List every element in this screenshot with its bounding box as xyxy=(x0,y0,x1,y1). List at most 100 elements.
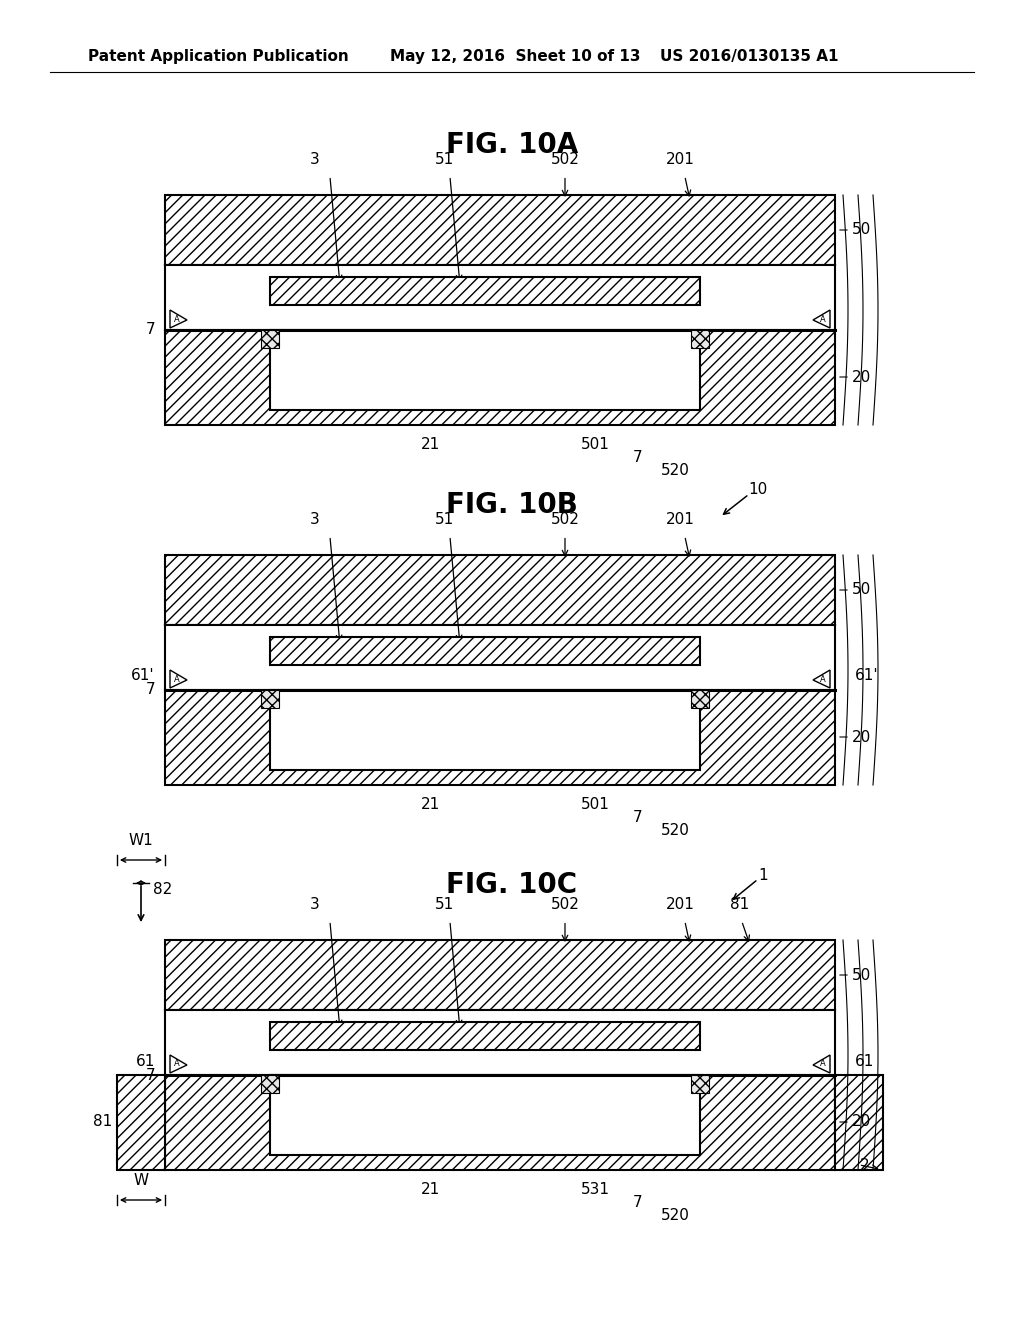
Text: A: A xyxy=(174,314,180,323)
Text: 82: 82 xyxy=(153,883,172,898)
Bar xyxy=(270,277,700,305)
Text: 501: 501 xyxy=(581,437,609,451)
Text: 21: 21 xyxy=(421,797,439,812)
Text: FIG. 10A: FIG. 10A xyxy=(445,131,579,158)
Text: 2: 2 xyxy=(860,1158,869,1172)
Text: 501: 501 xyxy=(581,797,609,812)
Text: 502: 502 xyxy=(551,898,580,912)
Text: 3: 3 xyxy=(310,152,319,168)
Bar xyxy=(691,330,709,348)
Text: W1: W1 xyxy=(129,833,154,847)
Text: A: A xyxy=(820,1060,826,1068)
Bar xyxy=(691,330,709,348)
Bar xyxy=(165,690,835,785)
Text: 50: 50 xyxy=(852,582,871,598)
Bar xyxy=(165,195,835,265)
Bar xyxy=(835,1074,883,1170)
Polygon shape xyxy=(813,671,830,688)
Bar xyxy=(165,330,835,425)
Text: 51: 51 xyxy=(435,898,455,912)
Text: 201: 201 xyxy=(666,152,694,168)
Bar xyxy=(261,1074,279,1093)
Bar xyxy=(835,1074,883,1170)
Bar xyxy=(270,638,700,665)
Bar xyxy=(165,1010,835,1074)
Text: 20: 20 xyxy=(852,730,871,744)
Bar xyxy=(165,1074,835,1170)
Text: A: A xyxy=(820,675,826,684)
Text: 81: 81 xyxy=(93,1114,112,1130)
Text: 7: 7 xyxy=(633,1195,643,1210)
Text: 7: 7 xyxy=(145,682,155,697)
Polygon shape xyxy=(813,1055,830,1073)
Polygon shape xyxy=(170,1055,187,1073)
Text: 201: 201 xyxy=(666,512,694,527)
Bar xyxy=(261,690,279,708)
Bar xyxy=(117,1074,165,1170)
Text: FIG. 10C: FIG. 10C xyxy=(446,871,578,899)
Bar xyxy=(165,195,835,265)
Bar xyxy=(261,1074,279,1093)
Text: Patent Application Publication: Patent Application Publication xyxy=(88,49,349,65)
Bar xyxy=(165,624,835,690)
Polygon shape xyxy=(170,671,187,688)
Bar xyxy=(270,1074,700,1155)
Text: 21: 21 xyxy=(421,437,439,451)
Text: 520: 520 xyxy=(660,463,689,478)
Text: W: W xyxy=(133,1173,148,1188)
Text: 7: 7 xyxy=(633,810,643,825)
Bar xyxy=(691,1074,709,1093)
Text: 61: 61 xyxy=(855,1053,874,1068)
Bar xyxy=(165,554,835,624)
Text: US 2016/0130135 A1: US 2016/0130135 A1 xyxy=(660,49,839,65)
Bar xyxy=(270,690,700,770)
Bar xyxy=(270,330,700,411)
Bar xyxy=(270,1022,700,1049)
Text: 502: 502 xyxy=(551,152,580,168)
Bar xyxy=(261,330,279,348)
Bar xyxy=(270,277,700,305)
Text: 50: 50 xyxy=(852,968,871,982)
Text: 51: 51 xyxy=(435,512,455,527)
Polygon shape xyxy=(813,310,830,327)
Text: A: A xyxy=(174,1060,180,1068)
Bar xyxy=(270,638,700,665)
Text: 502: 502 xyxy=(551,512,580,527)
Text: 531: 531 xyxy=(581,1181,609,1197)
Text: 81: 81 xyxy=(730,898,750,912)
Text: 20: 20 xyxy=(852,370,871,384)
Bar xyxy=(165,1074,835,1170)
Text: A: A xyxy=(174,675,180,684)
Text: 51: 51 xyxy=(435,152,455,168)
Text: 201: 201 xyxy=(666,898,694,912)
Bar xyxy=(261,330,279,348)
Text: 3: 3 xyxy=(310,512,319,527)
Bar xyxy=(691,1074,709,1093)
Bar xyxy=(691,690,709,708)
Bar xyxy=(270,1022,700,1049)
Text: 20: 20 xyxy=(852,1114,871,1130)
Bar xyxy=(165,690,835,785)
Text: 50: 50 xyxy=(852,223,871,238)
Bar xyxy=(165,940,835,1010)
Bar xyxy=(691,690,709,708)
Polygon shape xyxy=(170,310,187,327)
Text: 7: 7 xyxy=(633,450,643,465)
Text: 7: 7 xyxy=(145,322,155,338)
Bar xyxy=(270,638,700,665)
Text: 61': 61' xyxy=(131,668,155,684)
Bar xyxy=(165,265,835,330)
Text: FIG. 10B: FIG. 10B xyxy=(446,491,578,519)
Text: 3: 3 xyxy=(310,898,319,912)
Bar xyxy=(165,554,835,624)
Bar xyxy=(117,1074,165,1170)
Text: 7: 7 xyxy=(145,1068,155,1082)
Bar xyxy=(165,330,835,425)
Text: A: A xyxy=(820,314,826,323)
Text: 10: 10 xyxy=(748,483,767,498)
Text: 1: 1 xyxy=(758,867,768,883)
Bar xyxy=(270,277,700,305)
Text: May 12, 2016  Sheet 10 of 13: May 12, 2016 Sheet 10 of 13 xyxy=(390,49,640,65)
Text: 61: 61 xyxy=(135,1053,155,1068)
Bar xyxy=(165,940,835,1010)
